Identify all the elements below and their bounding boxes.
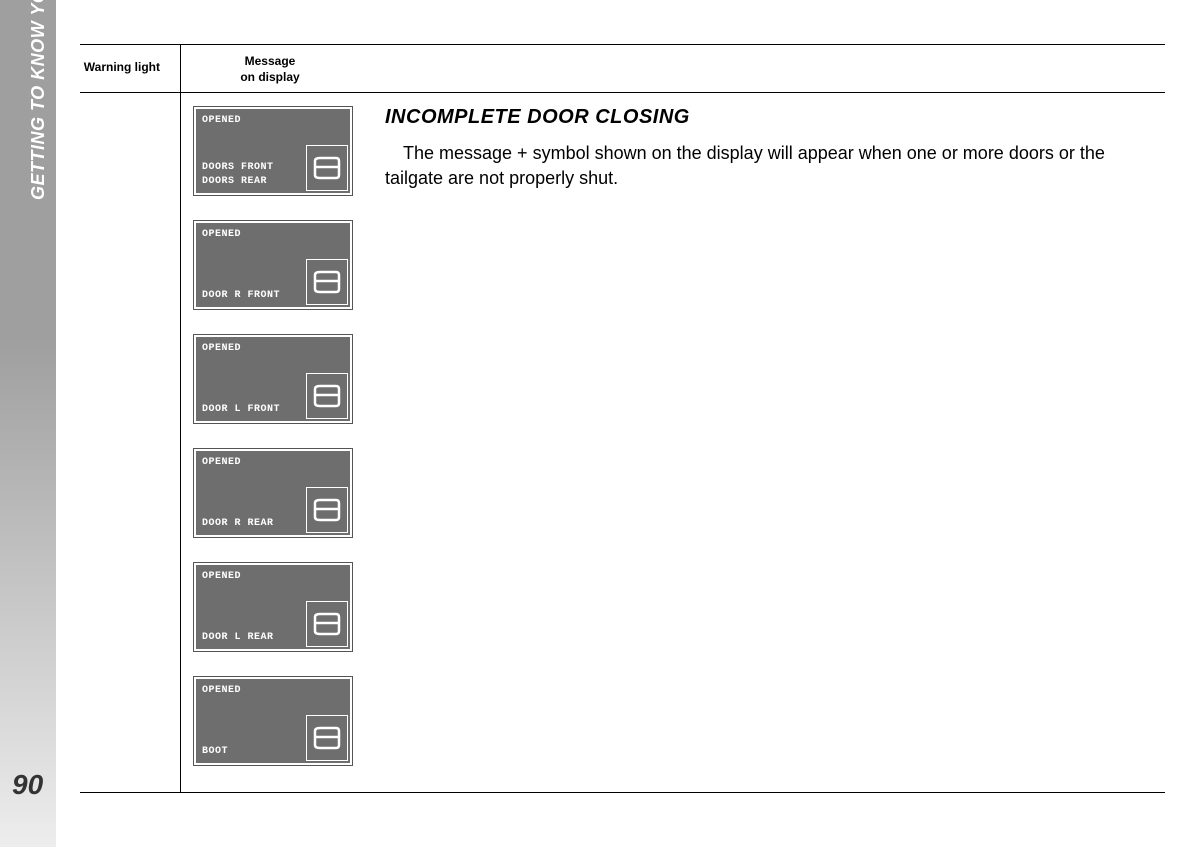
header-message: Message on display bbox=[210, 54, 330, 85]
header-warning-light: Warning light bbox=[80, 60, 160, 74]
header-message-line2: on display bbox=[240, 70, 299, 84]
door-open-icon bbox=[306, 259, 348, 305]
section-title: INCOMPLETE DOOR CLOSING bbox=[385, 106, 1165, 129]
vertical-rule bbox=[180, 44, 181, 793]
display-panel: OPENED DOOR R REAR bbox=[193, 448, 353, 538]
table-header-row: Warning light Message on display bbox=[80, 44, 1165, 92]
display-text-line3: DOORS REAR bbox=[202, 176, 267, 187]
display-text-line3: BOOT bbox=[202, 746, 228, 757]
display-status-label: OPENED bbox=[202, 571, 241, 582]
display-text-line3: DOOR L REAR bbox=[202, 632, 274, 643]
display-panel: OPENED DOOR R FRONT bbox=[193, 220, 353, 310]
display-inner: OPENED DOOR L FRONT bbox=[196, 337, 350, 421]
body-text: INCOMPLETE DOOR CLOSING The message + sy… bbox=[385, 106, 1165, 191]
display-column: OPENED DOORS FRONT DOORS REAR OPENED DOOR R … bbox=[193, 106, 353, 766]
header-message-line1: Message bbox=[245, 54, 296, 68]
display-inner: OPENED DOOR R FRONT bbox=[196, 223, 350, 307]
section-paragraph: The message + symbol shown on the displa… bbox=[385, 141, 1165, 191]
display-inner: OPENED DOORS FRONT DOORS REAR bbox=[196, 109, 350, 193]
bottom-rule bbox=[80, 792, 1165, 793]
door-open-icon bbox=[306, 601, 348, 647]
display-panel: OPENED BOOT bbox=[193, 676, 353, 766]
display-text-line2: DOORS FRONT bbox=[202, 162, 274, 173]
display-status-label: OPENED bbox=[202, 685, 241, 696]
door-open-icon bbox=[306, 145, 348, 191]
display-text-line3: DOOR L FRONT bbox=[202, 404, 280, 415]
display-panel: OPENED DOOR L FRONT bbox=[193, 334, 353, 424]
door-open-icon bbox=[306, 487, 348, 533]
header-rule bbox=[80, 92, 1165, 93]
display-inner: OPENED BOOT bbox=[196, 679, 350, 763]
display-panel: OPENED DOOR L REAR bbox=[193, 562, 353, 652]
display-inner: OPENED DOOR L REAR bbox=[196, 565, 350, 649]
display-status-label: OPENED bbox=[202, 343, 241, 354]
door-open-icon bbox=[306, 715, 348, 761]
section-label: GETTING TO KNOW YOUR CAR bbox=[28, 0, 49, 200]
page-number: 90 bbox=[12, 769, 43, 801]
display-text-line3: DOOR R FRONT bbox=[202, 290, 280, 301]
door-open-icon bbox=[306, 373, 348, 419]
display-inner: OPENED DOOR R REAR bbox=[196, 451, 350, 535]
display-status-label: OPENED bbox=[202, 229, 241, 240]
display-text-line3: DOOR R REAR bbox=[202, 518, 274, 529]
content-area: Warning light Message on display OPENED D… bbox=[80, 44, 1165, 793]
display-status-label: OPENED bbox=[202, 457, 241, 468]
display-panel: OPENED DOORS FRONT DOORS REAR bbox=[193, 106, 353, 196]
display-status-label: OPENED bbox=[202, 115, 241, 126]
